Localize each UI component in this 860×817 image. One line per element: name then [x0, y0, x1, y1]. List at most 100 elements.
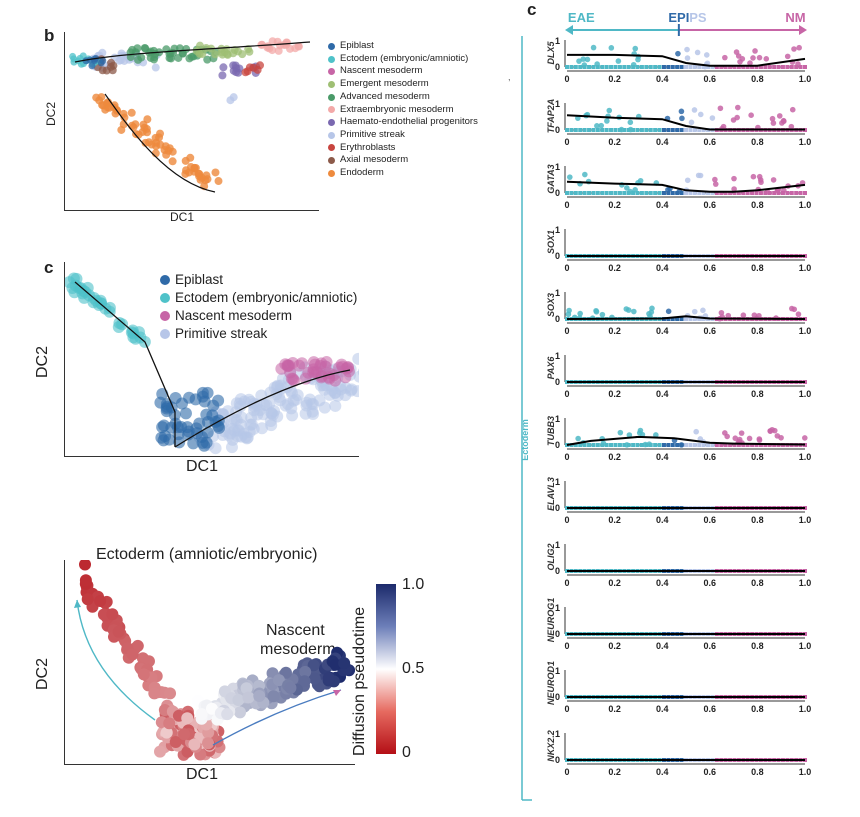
- expression-point: [615, 58, 622, 64]
- x-tick-label: 0.8: [751, 137, 764, 147]
- cell-point: [229, 49, 238, 58]
- x-tick-label: 0.6: [704, 326, 717, 336]
- cell-point: [106, 608, 119, 621]
- x-tick-label: 0: [564, 137, 569, 147]
- expression-point: [722, 430, 728, 436]
- expression-point: [725, 312, 732, 319]
- baseline-cell: [657, 128, 662, 132]
- baseline-cell: [803, 65, 807, 69]
- legend-b-swatch: [328, 80, 335, 88]
- x-tick-label: 1.0: [799, 641, 812, 651]
- cell-point: [139, 120, 148, 129]
- baseline-cell: [644, 191, 649, 195]
- baseline-cell: [684, 191, 688, 195]
- baseline-cell: [723, 443, 728, 447]
- cell-point: [268, 381, 281, 394]
- trajectory-line: [174, 369, 351, 448]
- gene-label: TFAP2A: [546, 99, 556, 134]
- expression-point: [679, 115, 685, 122]
- expression-point: [767, 428, 773, 434]
- cell-point: [181, 712, 194, 725]
- legend-c-swatch: [160, 293, 170, 303]
- expression-point: [764, 189, 771, 195]
- cell-point: [186, 163, 195, 172]
- expression-point: [718, 309, 725, 316]
- legend-b-swatch: [328, 42, 335, 50]
- cell-point: [145, 138, 154, 147]
- cell-point: [308, 672, 321, 685]
- baseline-cell: [587, 191, 592, 195]
- panel-c-left-legend: Epiblast Ectodem (embryonic/amniotic) Nasc…: [160, 271, 357, 343]
- cell-point: [105, 103, 114, 112]
- x-tick-label: 0.6: [704, 137, 717, 147]
- baseline-cell: [653, 443, 658, 447]
- expression-point: [780, 117, 787, 124]
- baseline-cell: [719, 443, 724, 447]
- cell-point: [298, 675, 311, 688]
- cell-point: [169, 735, 182, 748]
- baseline-cell: [675, 128, 680, 132]
- cell-point: [93, 299, 106, 312]
- panel-c-left-ylabel: DC2: [34, 345, 51, 378]
- panel-b-letter: b: [44, 26, 55, 45]
- x-tick-label: 0.2: [608, 326, 621, 336]
- x-tick-label: 0.4: [656, 74, 669, 84]
- baseline-cell: [798, 65, 803, 69]
- baseline-cell: [679, 65, 684, 69]
- baseline-cell: [754, 65, 759, 69]
- legend-c-swatch: [160, 329, 170, 339]
- baseline-cell: [684, 317, 688, 321]
- baseline-cell: [670, 128, 675, 132]
- y-tick-label: 1: [555, 225, 560, 235]
- legend-b-label: Emergent mesoderm: [340, 78, 429, 90]
- baseline-cell: [604, 128, 609, 132]
- cell-point: [235, 430, 248, 443]
- cell-point: [329, 399, 342, 412]
- cell-point: [137, 668, 150, 681]
- pseudotime-ylabel: DC2: [34, 657, 51, 690]
- y-tick-label: 1: [555, 36, 560, 46]
- cell-point: [209, 442, 222, 455]
- cell-point: [268, 37, 277, 46]
- cell-point: [212, 394, 225, 407]
- baseline-cell: [565, 191, 569, 195]
- expression-point: [788, 123, 795, 130]
- expression-point: [648, 309, 655, 315]
- expression-point: [630, 61, 637, 68]
- y-tick-label: 1: [555, 666, 560, 676]
- x-tick-label: 0.4: [656, 704, 669, 714]
- expression-point: [691, 308, 698, 315]
- x-tick-label: 0.8: [751, 263, 764, 273]
- legend-b-swatch: [328, 119, 335, 127]
- baseline-cell: [631, 191, 636, 195]
- y-tick-label: 0: [555, 629, 560, 639]
- ectoderm-label: Ectoderm: [520, 419, 530, 461]
- mesoderm-arrow: [212, 689, 342, 746]
- baseline-cell: [617, 191, 622, 195]
- cell-point: [79, 558, 92, 571]
- baseline-cell: [679, 317, 684, 321]
- cell-point: [171, 421, 184, 434]
- cell-point: [265, 419, 278, 432]
- colorbar-label: Diffusion pseudotime: [351, 606, 368, 756]
- expression-point: [770, 177, 777, 183]
- x-tick-label: 0: [564, 767, 569, 777]
- cell-point: [69, 52, 77, 60]
- expression-point: [599, 311, 606, 318]
- x-tick-label: 0.8: [751, 74, 764, 84]
- expression-point: [575, 435, 581, 442]
- cell-point: [178, 728, 191, 741]
- x-tick-label: 0.6: [704, 452, 717, 462]
- baseline-cell: [670, 317, 675, 321]
- cell-point: [230, 397, 243, 410]
- cell-point: [127, 108, 136, 117]
- y-tick-label: 1: [555, 414, 560, 424]
- baseline-cell: [803, 443, 807, 447]
- x-tick-label: 0.8: [751, 452, 764, 462]
- pseudotime-nascent-label: Nascent: [266, 622, 325, 639]
- baseline-cell: [613, 65, 618, 69]
- cell-point: [179, 407, 192, 420]
- legend-b-swatch: [328, 93, 335, 101]
- expression-point: [606, 107, 613, 114]
- cell-point: [257, 408, 270, 421]
